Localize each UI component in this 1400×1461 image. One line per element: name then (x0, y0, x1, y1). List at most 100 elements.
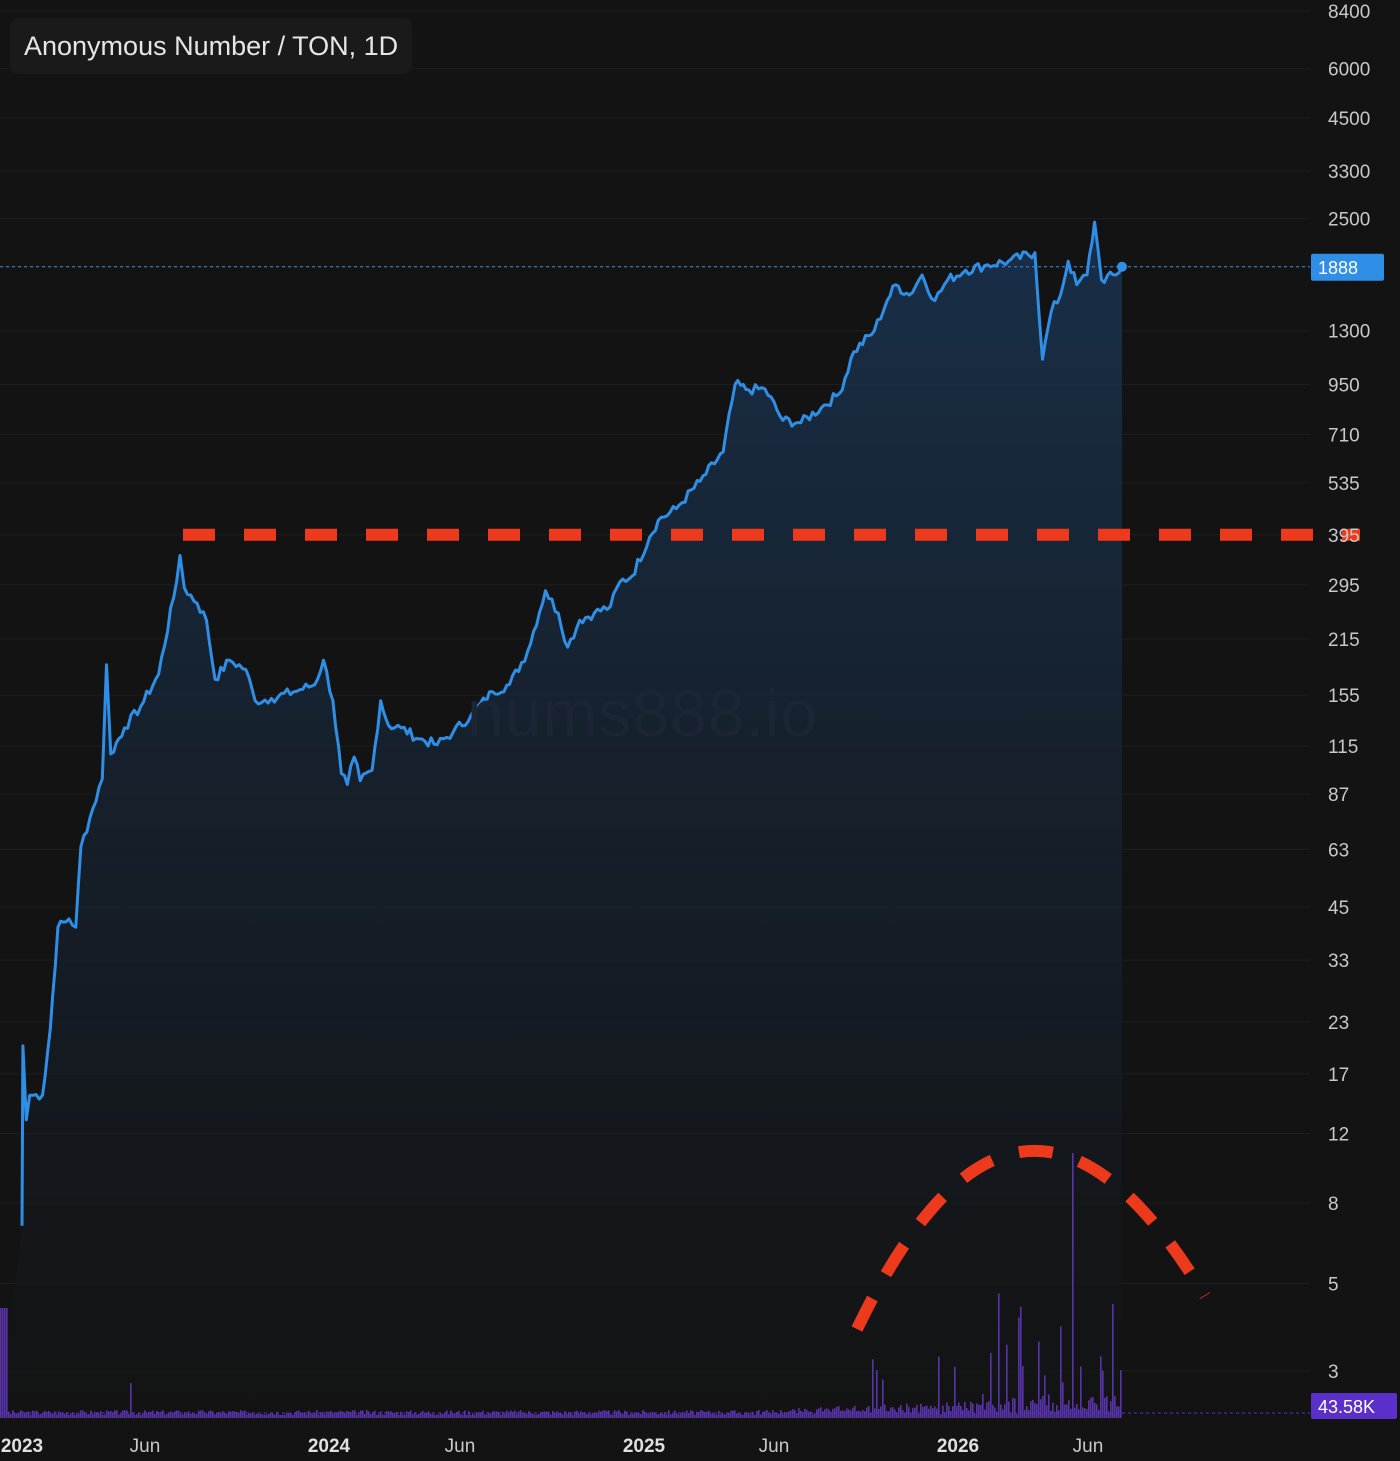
volume-bar (816, 1409, 818, 1418)
volume-bar (864, 1411, 866, 1418)
volume-bar (1056, 1404, 1058, 1418)
volume-bar (380, 1411, 382, 1418)
volume-bar (508, 1412, 510, 1418)
volume-bar (574, 1411, 576, 1418)
volume-bar (762, 1411, 764, 1418)
volume-bar (662, 1414, 664, 1418)
volume-bar (382, 1414, 384, 1418)
volume-bar (42, 1413, 44, 1418)
volume-bar (572, 1414, 574, 1418)
volume-bar (652, 1411, 654, 1418)
volume-bar (562, 1414, 564, 1418)
volume-bar (682, 1411, 684, 1418)
volume-bar (322, 1412, 324, 1418)
volume-bar (0, 1308, 2, 1418)
volume-bar (406, 1411, 408, 1418)
volume-bar (998, 1293, 1000, 1418)
volume-bar (622, 1413, 624, 1418)
volume-bar (1006, 1344, 1008, 1418)
volume-bar (452, 1413, 454, 1418)
volume-bar (1054, 1411, 1056, 1418)
volume-bar (884, 1404, 886, 1418)
volume-bar (48, 1410, 50, 1418)
volume-bar (1060, 1326, 1062, 1418)
volume-bar (628, 1414, 630, 1418)
volume-bar (490, 1413, 492, 1418)
volume-bar (124, 1410, 126, 1418)
volume-bar (218, 1411, 220, 1418)
volume-bar (396, 1411, 398, 1418)
volume-bar (1028, 1410, 1030, 1418)
y-tick-label: 45 (1328, 898, 1349, 919)
volume-bar (968, 1410, 970, 1418)
y-tick-label: 115 (1328, 737, 1358, 758)
volume-bar (414, 1412, 416, 1418)
volume-bar (800, 1410, 802, 1418)
volume-bar (402, 1414, 404, 1418)
volume-bar (830, 1411, 832, 1418)
volume-bar (96, 1412, 98, 1418)
volume-bar (648, 1414, 650, 1418)
volume-bar (136, 1414, 138, 1418)
volume-bar (854, 1405, 856, 1418)
volume-bar (434, 1414, 436, 1418)
volume-bar (328, 1411, 330, 1418)
volume-bar (98, 1413, 100, 1418)
watermark: nums888.io (467, 676, 819, 750)
volume-bar (76, 1412, 78, 1418)
volume-bar (140, 1414, 142, 1418)
volume-bar (168, 1412, 170, 1418)
volume-bar (510, 1410, 512, 1418)
y-tick-label: 3300 (1328, 162, 1370, 183)
volume-bar (506, 1410, 508, 1418)
y-tick-label: 23 (1328, 1013, 1349, 1034)
volume-bar (80, 1410, 82, 1418)
volume-bar (894, 1409, 896, 1418)
volume-bar (326, 1411, 328, 1418)
volume-bar (934, 1406, 936, 1418)
volume-bar (342, 1411, 344, 1418)
volume-bar (974, 1413, 976, 1418)
volume-bar (422, 1410, 424, 1418)
volume-bar (248, 1412, 250, 1418)
volume-bar (192, 1413, 194, 1418)
y-tick-label: 12 (1328, 1124, 1349, 1145)
volume-bar (1050, 1410, 1052, 1418)
volume-bar (126, 1410, 128, 1418)
volume-bar (988, 1401, 990, 1418)
volume-bar (738, 1412, 740, 1418)
volume-bar (8, 1411, 10, 1418)
volume-bar (68, 1414, 70, 1418)
volume-bar (78, 1414, 80, 1418)
volume-bar (1038, 1341, 1040, 1418)
volume-bar (428, 1411, 430, 1418)
volume-bar (886, 1411, 888, 1418)
volume-bar (956, 1405, 958, 1418)
volume-bar (440, 1413, 442, 1418)
volume-bar (1048, 1394, 1050, 1418)
volume-bar (146, 1412, 148, 1418)
volume-bar (920, 1403, 922, 1418)
volume-bar (46, 1411, 48, 1418)
volume-bar (1072, 1153, 1074, 1418)
volume-bar (780, 1410, 782, 1418)
volume-bar (720, 1414, 722, 1418)
volume-bar (610, 1414, 612, 1418)
volume-bar (704, 1411, 706, 1418)
volume-bar (634, 1412, 636, 1418)
volume-bar (952, 1406, 954, 1418)
volume-bar (820, 1407, 822, 1418)
volume-bar (590, 1414, 592, 1418)
x-tick-label: 2025 (623, 1436, 666, 1457)
volume-bar (204, 1413, 206, 1418)
volume-bar (514, 1410, 516, 1418)
volume-bar (388, 1411, 390, 1418)
volume-bar (976, 1403, 978, 1418)
volume-bar (480, 1413, 482, 1418)
volume-bar (718, 1410, 720, 1418)
chart-legend[interactable]: Anonymous Number / TON, 1D (10, 18, 413, 74)
volume-bar (350, 1411, 352, 1418)
volume-bar (744, 1412, 746, 1418)
volume-bar (960, 1406, 962, 1418)
